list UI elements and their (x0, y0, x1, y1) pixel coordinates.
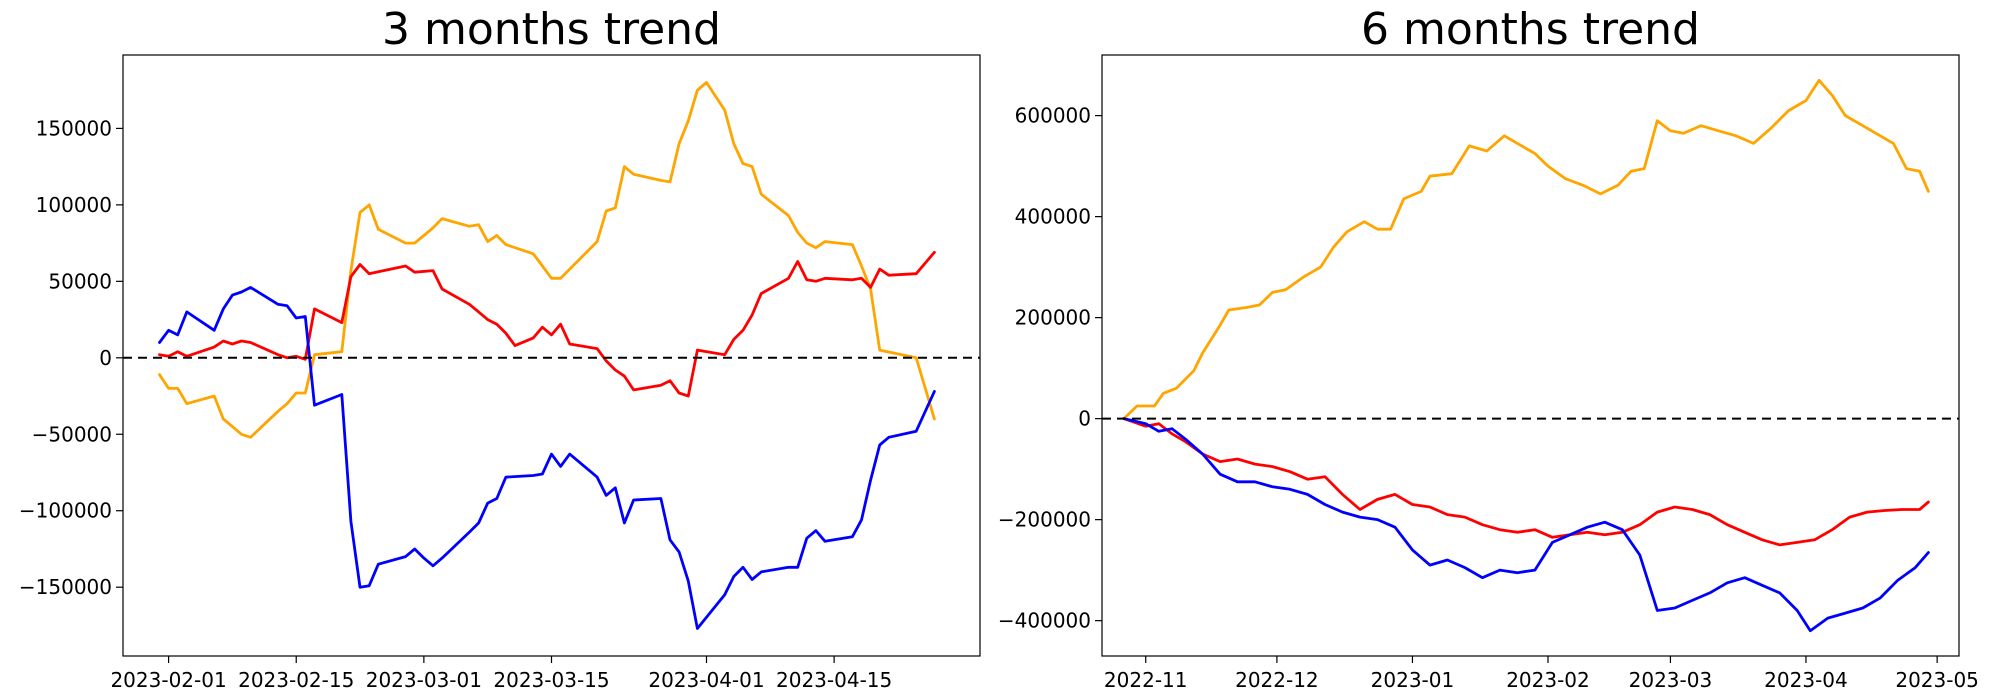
y-tick-label: 400000 (1015, 205, 1091, 229)
series-line-3 (158, 285, 936, 630)
x-axis: 2022-11 2022-12 2023-01 2023-02 2023-03 2023-… (1104, 656, 1979, 692)
x-tick-label: 2023-03-01 (366, 668, 482, 692)
x-tick-label: 2023-02-15 (238, 668, 354, 692)
y-tick-label: 0 (99, 346, 112, 370)
series-line-2 (158, 250, 936, 398)
x-tick-label: 2023-04-15 (776, 668, 892, 692)
series-layer (158, 81, 936, 630)
chart-3-months: 3 months trend 2023-02-01 2023-02-15 2023-… (19, 4, 981, 692)
y-tick-label: −50000 (32, 422, 112, 446)
y-tick-label: −400000 (998, 609, 1091, 633)
series-layer (1122, 78, 1930, 633)
y-tick-label: 50000 (48, 269, 112, 293)
x-tick-label: 2022-11 (1104, 668, 1188, 692)
plot-frame (1101, 54, 1960, 657)
y-axis: −150000 −100000 −50000 0 50000 100000 150000 (19, 116, 123, 599)
x-axis: 2023-02-01 2023-02-15 2023-03-01 2023-03-15… (110, 656, 892, 692)
x-tick-label: 2022-12 (1235, 668, 1319, 692)
y-tick-label: 200000 (1015, 306, 1091, 330)
y-tick-label: −200000 (998, 508, 1091, 532)
y-tick-label: 0 (1078, 407, 1091, 431)
x-tick-label: 2023-04 (1764, 668, 1848, 692)
chart-title: 6 months trend (1361, 4, 1700, 55)
x-tick-label: 2023-02 (1506, 668, 1590, 692)
x-tick-label: 2023-03-15 (493, 668, 609, 692)
chart-6-months: 6 months trend 2022-11 2022-12 2023-01 2023… (998, 4, 1979, 692)
x-tick-label: 2023-02-01 (110, 668, 226, 692)
plot-frame (122, 54, 981, 657)
chart-title: 3 months trend (382, 4, 721, 55)
series-line-3 (1122, 417, 1930, 633)
series-line-1 (1122, 78, 1930, 421)
y-axis: −400000 −200000 0 200000 400000 600000 (998, 104, 1102, 633)
series-line-2 (1122, 417, 1930, 547)
y-tick-label: 600000 (1015, 104, 1091, 128)
y-tick-label: −150000 (19, 575, 112, 599)
y-tick-label: −100000 (19, 499, 112, 523)
y-tick-label: 100000 (36, 193, 112, 217)
x-tick-label: 2023-01 (1371, 668, 1455, 692)
x-tick-label: 2023-03 (1629, 668, 1713, 692)
series-line-1 (158, 81, 936, 439)
x-tick-label: 2023-05 (1895, 668, 1979, 692)
y-tick-label: 150000 (36, 116, 112, 140)
x-tick-label: 2023-04-01 (648, 668, 764, 692)
